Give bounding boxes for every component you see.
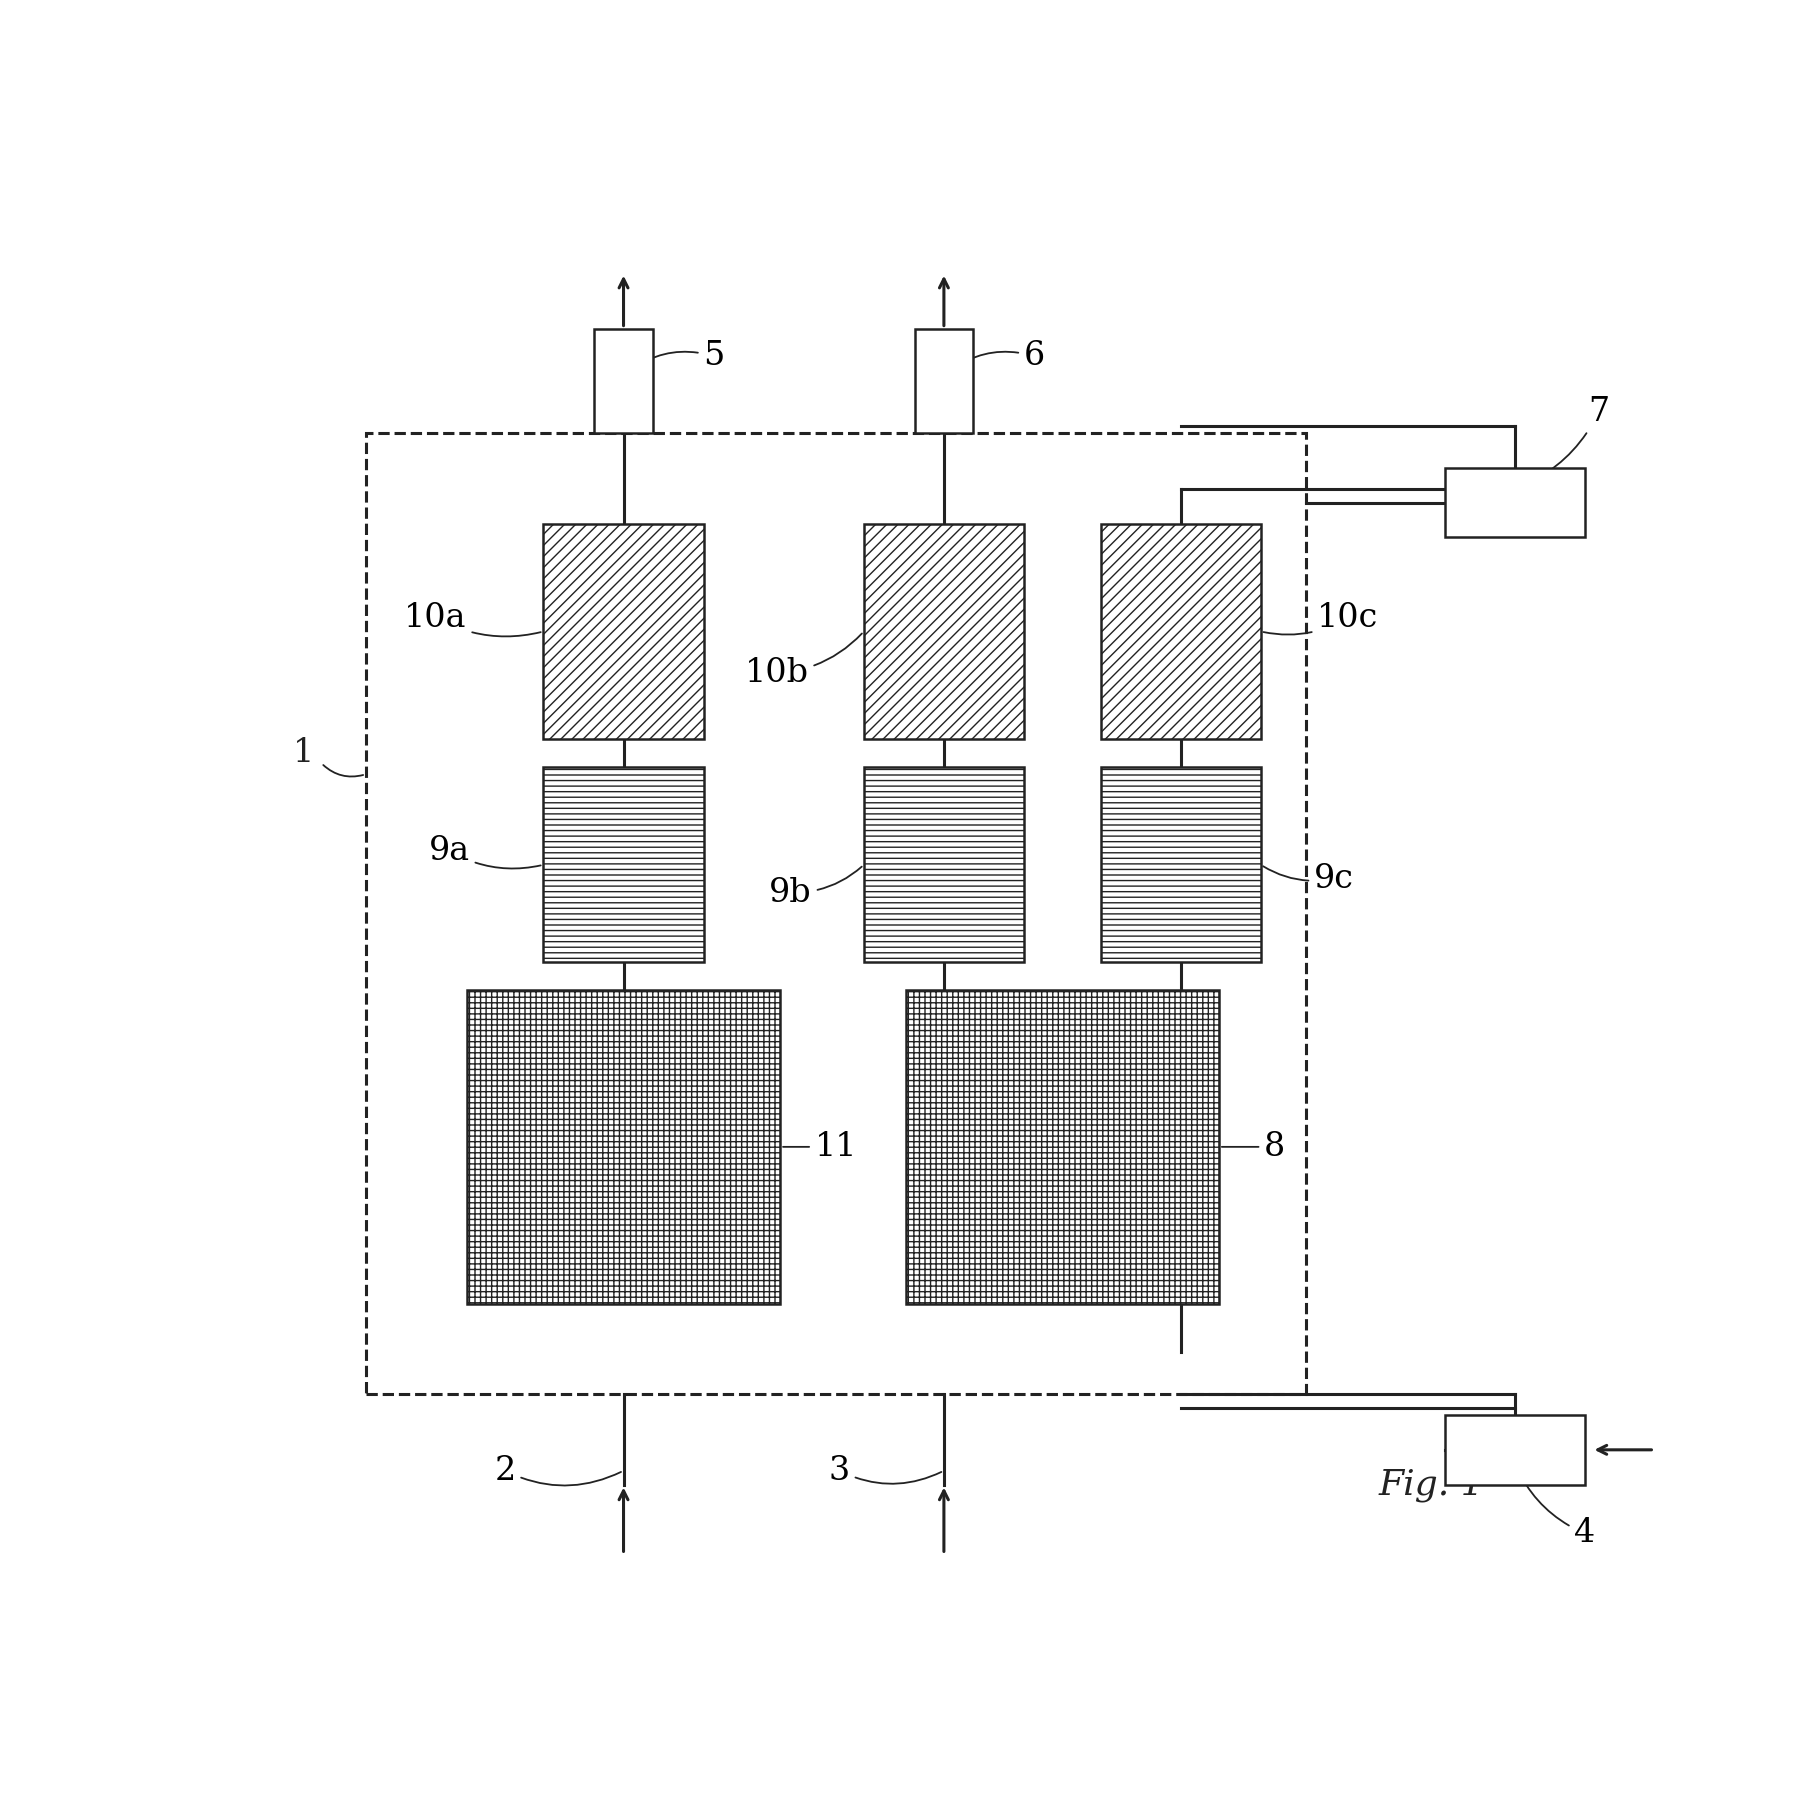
Text: 9a: 9a — [429, 836, 540, 868]
Bar — [544, 523, 704, 740]
Text: 7: 7 — [1518, 396, 1608, 488]
Bar — [1100, 767, 1261, 962]
Text: 10a: 10a — [403, 602, 540, 637]
Bar — [366, 432, 1306, 1395]
Bar — [1446, 1415, 1585, 1485]
Text: 11: 11 — [783, 1131, 857, 1163]
Text: 1: 1 — [292, 738, 313, 769]
Text: 2: 2 — [495, 1454, 621, 1487]
Bar — [906, 990, 1219, 1304]
Bar — [915, 329, 973, 432]
Bar — [594, 329, 652, 432]
Text: 9c: 9c — [1263, 863, 1354, 895]
Bar — [1446, 469, 1585, 537]
Bar — [1100, 523, 1261, 740]
Text: 10c: 10c — [1264, 602, 1378, 635]
Bar — [544, 767, 704, 962]
Text: 8: 8 — [1221, 1131, 1286, 1163]
Text: 10b: 10b — [746, 633, 863, 689]
Text: 3: 3 — [828, 1454, 942, 1487]
Bar — [466, 990, 780, 1304]
Text: Fig. 1: Fig. 1 — [1378, 1467, 1484, 1501]
Bar — [864, 767, 1025, 962]
Text: 9b: 9b — [769, 867, 861, 908]
Bar — [864, 523, 1025, 740]
Text: 5: 5 — [632, 340, 724, 373]
Text: 4: 4 — [1516, 1467, 1596, 1549]
Text: 6: 6 — [953, 340, 1045, 373]
